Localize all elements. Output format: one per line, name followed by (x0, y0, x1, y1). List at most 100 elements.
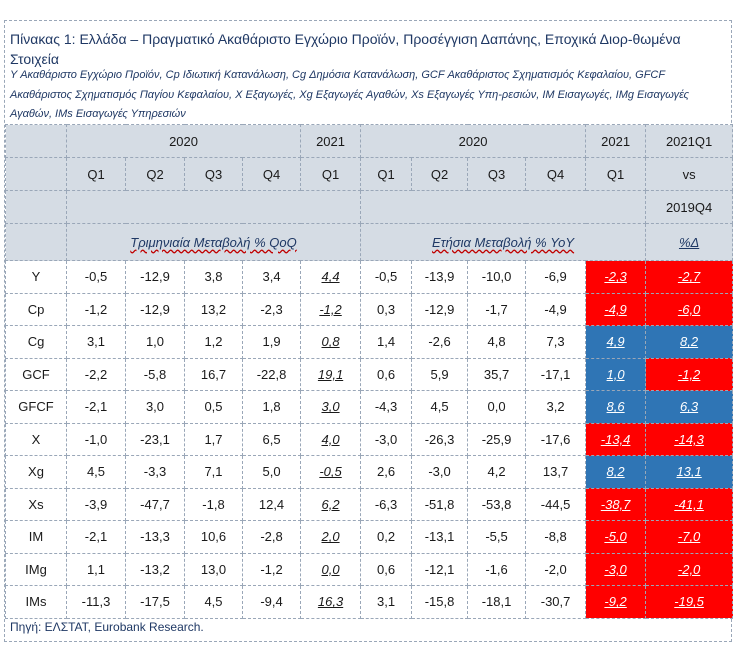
header-q1: Q1 (360, 157, 413, 191)
yoy-value: -26,3 (411, 422, 469, 456)
qoq-value: 1,8 (241, 390, 302, 424)
header-row-quarters: Q1 Q2 Q3 Q4 Q1 Q1 Q2 Q3 Q4 Q1 vs (5, 157, 734, 191)
yoy-2021-value: -3,0 (585, 552, 647, 586)
yoy-2021-value: 8,6 (585, 390, 647, 424)
yoy-value: -13,9 (411, 260, 469, 294)
qoq-value: 3,8 (184, 260, 243, 294)
qoq-value: -1,8 (184, 487, 243, 521)
header-compare-mid: vs (645, 157, 734, 191)
qoq-value: 1,9 (241, 325, 302, 359)
yoy-value: -12,1 (411, 552, 469, 586)
yoy-value: 2,6 (360, 455, 413, 489)
qoq-2021-value: 3,0 (300, 390, 362, 424)
qoq-value: -2,2 (66, 357, 126, 391)
header-2020-yoy: 2020 (360, 124, 587, 158)
qoq-label: Τριμηνιαία Μεταβολή % QoQ (65, 223, 362, 261)
yoy-value: -53,8 (467, 487, 527, 521)
qoq-value: -12,9 (125, 292, 185, 326)
delta-value: -19,5 (645, 585, 734, 619)
qoq-value: -11,3 (66, 585, 126, 619)
qoq-value: 6,5 (241, 422, 302, 456)
yoy-value: -4,3 (360, 390, 413, 424)
qoq-value: 4,5 (184, 585, 243, 619)
header-q4: Q4 (525, 157, 587, 191)
qoq-2021-value: 6,2 (300, 487, 362, 521)
yoy-value: -44,5 (525, 487, 587, 521)
delta-value: -2,7 (645, 260, 734, 294)
qoq-value: 10,6 (184, 520, 243, 554)
qoq-value: 12,4 (241, 487, 302, 521)
yoy-value: -10,0 (467, 260, 527, 294)
qoq-value: -13,2 (125, 552, 185, 586)
qoq-value: -1,0 (66, 422, 126, 456)
yoy-2021-value: -2,3 (585, 260, 647, 294)
header-q3: Q3 (467, 157, 527, 191)
yoy-value: -6,9 (525, 260, 587, 294)
table-title: Πίνακας 1: Ελλάδα – Πραγματικό Ακαθάριστ… (10, 31, 681, 67)
row-label: IMg (5, 552, 67, 586)
qoq-2021-value: 0,0 (300, 552, 362, 586)
table-row: GFCF -2,1 3,0 0,5 1,8 3,0 -4,3 4,5 0,0 3,2 8,6 6,3 (5, 390, 734, 424)
delta-value: -2,0 (645, 552, 734, 586)
qoq-value: 4,5 (66, 455, 126, 489)
qoq-value: 3,4 (241, 260, 302, 294)
yoy-value: -25,9 (467, 422, 527, 456)
qoq-2021-value: 19,1 (300, 357, 362, 391)
qoq-2021-value: 16,3 (300, 585, 362, 619)
row-label: GCF (5, 357, 67, 391)
delta-value: 6,3 (645, 390, 734, 424)
table-row: GCF -2,2 -5,8 16,7 -22,8 19,1 0,6 5,9 35,7 -17,1 1… (5, 357, 734, 391)
table-row: Y -0,5 -12,9 3,8 3,4 4,4 -0,5 -13,9 -10,0 -6,9 -2,… (5, 260, 734, 294)
yoy-value: -15,8 (411, 585, 469, 619)
qoq-value: -2,8 (241, 520, 302, 554)
yoy-value: 3,2 (525, 390, 587, 424)
row-label: GFCF (5, 390, 67, 424)
yoy-label: Ετήσια Μεταβολή % YoY (360, 223, 647, 261)
spacer-cell (65, 190, 362, 224)
header-q1-2021: Q1 (585, 157, 647, 191)
yoy-2021-value: -5,0 (585, 520, 647, 554)
yoy-value: -5,5 (467, 520, 527, 554)
delta-value: -7,0 (645, 520, 734, 554)
delta-value: -14,3 (645, 422, 734, 456)
gdp-table: 2020 2021 2020 2021 2021Q1 Q1 Q2 Q3 Q4 Q… (5, 124, 734, 619)
yoy-value: 0,6 (360, 357, 413, 391)
yoy-2021-value: -13,4 (585, 422, 647, 456)
table-row: X -1,0 -23,1 1,7 6,5 4,0 -3,0 -26,3 -25,9 -17,6 -1… (5, 422, 734, 456)
header-q4: Q4 (241, 157, 302, 191)
yoy-value: -1,7 (467, 292, 527, 326)
qoq-value: 1,0 (125, 325, 185, 359)
yoy-value: 1,4 (360, 325, 413, 359)
yoy-value: -18,1 (467, 585, 527, 619)
row-label: IMs (5, 585, 67, 619)
qoq-2021-value: -0,5 (300, 455, 362, 489)
yoy-2021-value: 8,2 (585, 455, 647, 489)
delta-value: -41,1 (645, 487, 734, 521)
header-q2: Q2 (125, 157, 185, 191)
table-row: IM -2,1 -13,3 10,6 -2,8 2,0 0,2 -13,1 -5,5 -8,8 -5… (5, 520, 734, 554)
table-row: Cp -1,2 -12,9 13,2 -2,3 -1,2 0,3 -12,9 -1,7 -4,9-… (5, 292, 734, 326)
yoy-value: 0,2 (360, 520, 413, 554)
qoq-value: 0,5 (184, 390, 243, 424)
corner-cell (5, 223, 67, 261)
yoy-value: -51,8 (411, 487, 469, 521)
corner-cell (5, 190, 67, 224)
qoq-value: -13,3 (125, 520, 185, 554)
yoy-value: 4,8 (467, 325, 527, 359)
qoq-2021-value: -1,2 (300, 292, 362, 326)
header-q1-2021: Q1 (300, 157, 362, 191)
qoq-value: -47,7 (125, 487, 185, 521)
yoy-value: 0,3 (360, 292, 413, 326)
yoy-value: -13,1 (411, 520, 469, 554)
yoy-value: -0,5 (360, 260, 413, 294)
qoq-value: -9,4 (241, 585, 302, 619)
qoq-2021-value: 2,0 (300, 520, 362, 554)
yoy-value: -4,9 (525, 292, 587, 326)
qoq-value: 13,0 (184, 552, 243, 586)
header-compare-bottom: 2019Q4 (645, 190, 734, 224)
qoq-value: 1,7 (184, 422, 243, 456)
yoy-value: 13,7 (525, 455, 587, 489)
delta-value: 13,1 (645, 455, 734, 489)
yoy-value: -8,8 (525, 520, 587, 554)
header-q2: Q2 (411, 157, 469, 191)
